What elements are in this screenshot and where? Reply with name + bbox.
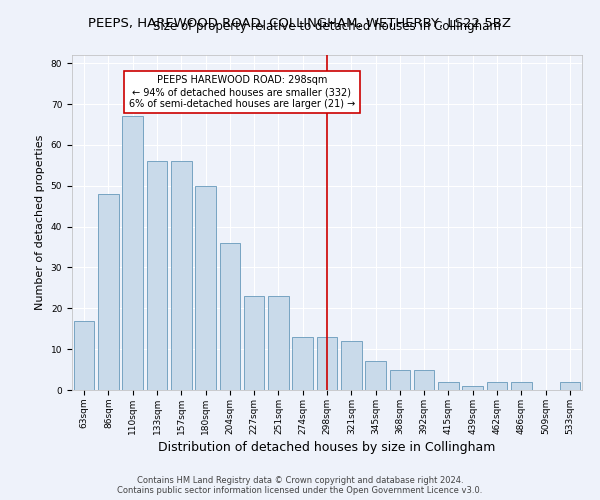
Bar (292, 337, 313, 390)
Y-axis label: Number of detached properties: Number of detached properties (35, 135, 45, 310)
Text: PEEPS, HAREWOOD ROAD, COLLINGHAM, WETHERBY, LS22 5BZ: PEEPS, HAREWOOD ROAD, COLLINGHAM, WETHER… (89, 18, 511, 30)
Bar (438, 382, 459, 390)
Bar (414, 370, 434, 390)
Bar (122, 116, 143, 390)
Title: Size of property relative to detached houses in Collingham: Size of property relative to detached ho… (153, 20, 501, 33)
Bar (365, 362, 386, 390)
Bar (171, 161, 191, 390)
Text: Contains HM Land Registry data © Crown copyright and database right 2024.
Contai: Contains HM Land Registry data © Crown c… (118, 476, 482, 495)
Bar (487, 382, 508, 390)
Bar (511, 382, 532, 390)
Bar (244, 296, 265, 390)
Text: PEEPS HAREWOOD ROAD: 298sqm
← 94% of detached houses are smaller (332)
6% of sem: PEEPS HAREWOOD ROAD: 298sqm ← 94% of det… (129, 76, 355, 108)
Bar (389, 370, 410, 390)
Bar (98, 194, 119, 390)
Bar (463, 386, 483, 390)
Bar (220, 243, 240, 390)
Bar (317, 337, 337, 390)
Bar (341, 341, 362, 390)
Bar (146, 161, 167, 390)
Bar (74, 320, 94, 390)
X-axis label: Distribution of detached houses by size in Collingham: Distribution of detached houses by size … (158, 441, 496, 454)
Bar (560, 382, 580, 390)
Bar (195, 186, 216, 390)
Bar (268, 296, 289, 390)
